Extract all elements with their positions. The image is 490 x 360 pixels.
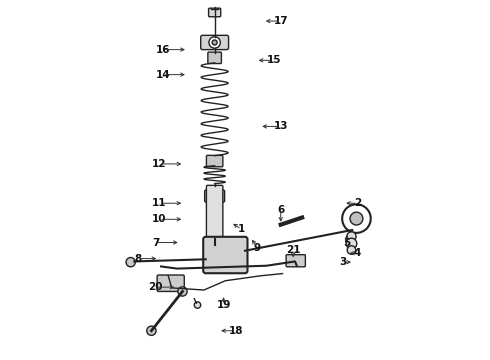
Text: 14: 14 <box>155 69 170 80</box>
Text: 12: 12 <box>152 159 167 169</box>
Text: 19: 19 <box>217 300 231 310</box>
Circle shape <box>346 238 357 249</box>
Text: 1: 1 <box>238 224 245 234</box>
FancyBboxPatch shape <box>203 237 247 273</box>
Text: 16: 16 <box>156 45 170 55</box>
Circle shape <box>194 302 201 308</box>
Text: 5: 5 <box>343 238 350 248</box>
Circle shape <box>212 40 217 45</box>
Text: 18: 18 <box>229 326 244 336</box>
Circle shape <box>178 287 187 296</box>
Circle shape <box>147 326 156 336</box>
FancyBboxPatch shape <box>206 185 223 246</box>
Text: 6: 6 <box>277 205 284 215</box>
Text: 4: 4 <box>354 248 361 258</box>
Text: 7: 7 <box>152 238 159 248</box>
Text: 21: 21 <box>286 245 300 255</box>
FancyBboxPatch shape <box>209 8 221 17</box>
Text: 3: 3 <box>340 257 347 267</box>
Text: 9: 9 <box>254 243 261 253</box>
FancyBboxPatch shape <box>286 255 305 267</box>
Circle shape <box>347 246 356 254</box>
Text: 2: 2 <box>354 198 361 208</box>
Circle shape <box>350 212 363 225</box>
FancyBboxPatch shape <box>205 190 224 202</box>
FancyBboxPatch shape <box>208 52 221 64</box>
Text: 13: 13 <box>273 121 288 131</box>
Circle shape <box>347 232 356 241</box>
FancyBboxPatch shape <box>157 275 184 292</box>
Circle shape <box>342 204 371 233</box>
Text: 11: 11 <box>152 198 167 208</box>
Circle shape <box>209 37 221 48</box>
Text: 10: 10 <box>152 214 167 224</box>
FancyBboxPatch shape <box>206 156 223 167</box>
Text: 20: 20 <box>148 282 163 292</box>
Text: 17: 17 <box>273 16 288 26</box>
Circle shape <box>126 257 135 267</box>
Text: 15: 15 <box>267 55 281 65</box>
Text: 8: 8 <box>134 253 142 264</box>
FancyBboxPatch shape <box>201 35 228 50</box>
